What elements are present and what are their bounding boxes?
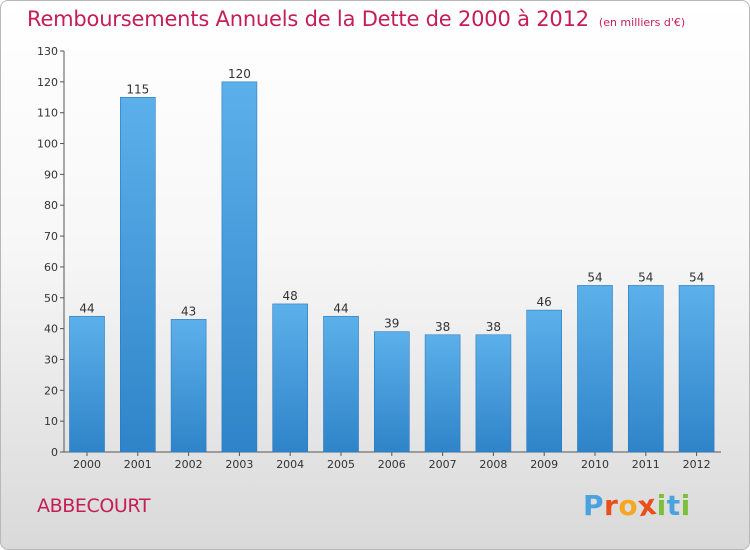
x-tick-label-2012: 2012 bbox=[683, 458, 711, 471]
data-label-2003: 120 bbox=[228, 67, 251, 81]
y-tick-label: 110 bbox=[37, 107, 58, 120]
data-label-2010: 54 bbox=[587, 270, 602, 284]
y-tick-label: 30 bbox=[44, 353, 58, 366]
bar-2011 bbox=[627, 285, 664, 453]
bar-2012 bbox=[678, 285, 715, 453]
data-label-2008: 38 bbox=[486, 320, 501, 334]
y-tick-label: 120 bbox=[37, 76, 58, 89]
proxiti-logo: Proxiti bbox=[583, 487, 691, 524]
data-label-2002: 43 bbox=[181, 304, 196, 318]
data-label-2001: 115 bbox=[126, 82, 149, 96]
bar-2004 bbox=[272, 303, 309, 453]
chart-bars: 44 115 43 120 48 44 39 38 38 46 54 54 54 bbox=[69, 67, 715, 453]
chart-title-text: Remboursements Annuels de la Dette de 20… bbox=[27, 7, 589, 31]
logo-letter: o bbox=[618, 489, 639, 522]
data-label-2012: 54 bbox=[689, 270, 704, 284]
x-tick-label-2006: 2006 bbox=[378, 458, 406, 471]
bar-2000 bbox=[69, 315, 105, 453]
commune-name: ABBECOURT bbox=[37, 495, 151, 517]
bar-2008 bbox=[475, 334, 512, 453]
bar-2002 bbox=[170, 319, 207, 453]
y-tick-label: 20 bbox=[44, 384, 58, 397]
x-tick-label-2004: 2004 bbox=[276, 458, 304, 471]
data-label-2000: 44 bbox=[79, 301, 94, 315]
logo-letter: P bbox=[583, 489, 605, 522]
y-tick-label: 70 bbox=[44, 230, 58, 243]
data-label-2005: 44 bbox=[333, 301, 348, 315]
data-label-2011: 54 bbox=[638, 270, 653, 284]
x-tick-label-2011: 2011 bbox=[632, 458, 660, 471]
unit-note: (en milliers d'€) bbox=[598, 16, 686, 29]
y-tick-label: 60 bbox=[44, 261, 58, 274]
x-tick-label-2005: 2005 bbox=[327, 458, 355, 471]
y-tick-label: 100 bbox=[37, 138, 58, 151]
x-tick-label-2001: 2001 bbox=[124, 458, 152, 471]
chart-title: Remboursements Annuels de la Dette de 20… bbox=[27, 7, 685, 31]
bar-2010 bbox=[577, 285, 613, 453]
logo-letter: x bbox=[635, 487, 659, 524]
y-tick-label: 90 bbox=[44, 168, 58, 181]
data-label-2007: 38 bbox=[435, 320, 450, 334]
data-label-2009: 46 bbox=[537, 295, 552, 309]
y-tick-label: 10 bbox=[44, 415, 58, 428]
y-tick-label: 0 bbox=[51, 446, 58, 459]
bar-2001 bbox=[120, 96, 156, 453]
bar-2003 bbox=[221, 81, 258, 453]
logo-letter: i bbox=[656, 489, 667, 522]
bar-2005 bbox=[323, 315, 359, 453]
x-tick-label-2010: 2010 bbox=[581, 458, 609, 471]
logo-letter: t bbox=[666, 489, 681, 522]
chart-axes: 0 10 20 30 40 50 60 70 80 90 100 110 120 130 2000 2001 2… bbox=[37, 45, 721, 471]
x-tick-label-2002: 2002 bbox=[175, 458, 203, 471]
data-label-2004: 48 bbox=[283, 289, 298, 303]
data-label-2006: 39 bbox=[384, 317, 399, 331]
x-tick-label-2003: 2003 bbox=[225, 458, 253, 471]
bar-2007 bbox=[424, 334, 461, 453]
x-tick-label-2008: 2008 bbox=[479, 458, 507, 471]
y-tick-label: 80 bbox=[44, 199, 58, 212]
y-tick-label: 50 bbox=[44, 292, 58, 305]
x-tick-label-2009: 2009 bbox=[530, 458, 558, 471]
bar-2006 bbox=[373, 331, 410, 453]
x-tick-label-2007: 2007 bbox=[429, 458, 457, 471]
x-tick-label-2000: 2000 bbox=[73, 458, 101, 471]
bar-2009 bbox=[526, 309, 563, 453]
logo-letter: r bbox=[604, 489, 619, 522]
y-tick-label: 40 bbox=[44, 323, 58, 336]
y-tick-label: 130 bbox=[37, 45, 58, 58]
logo-letter: i bbox=[680, 489, 691, 522]
